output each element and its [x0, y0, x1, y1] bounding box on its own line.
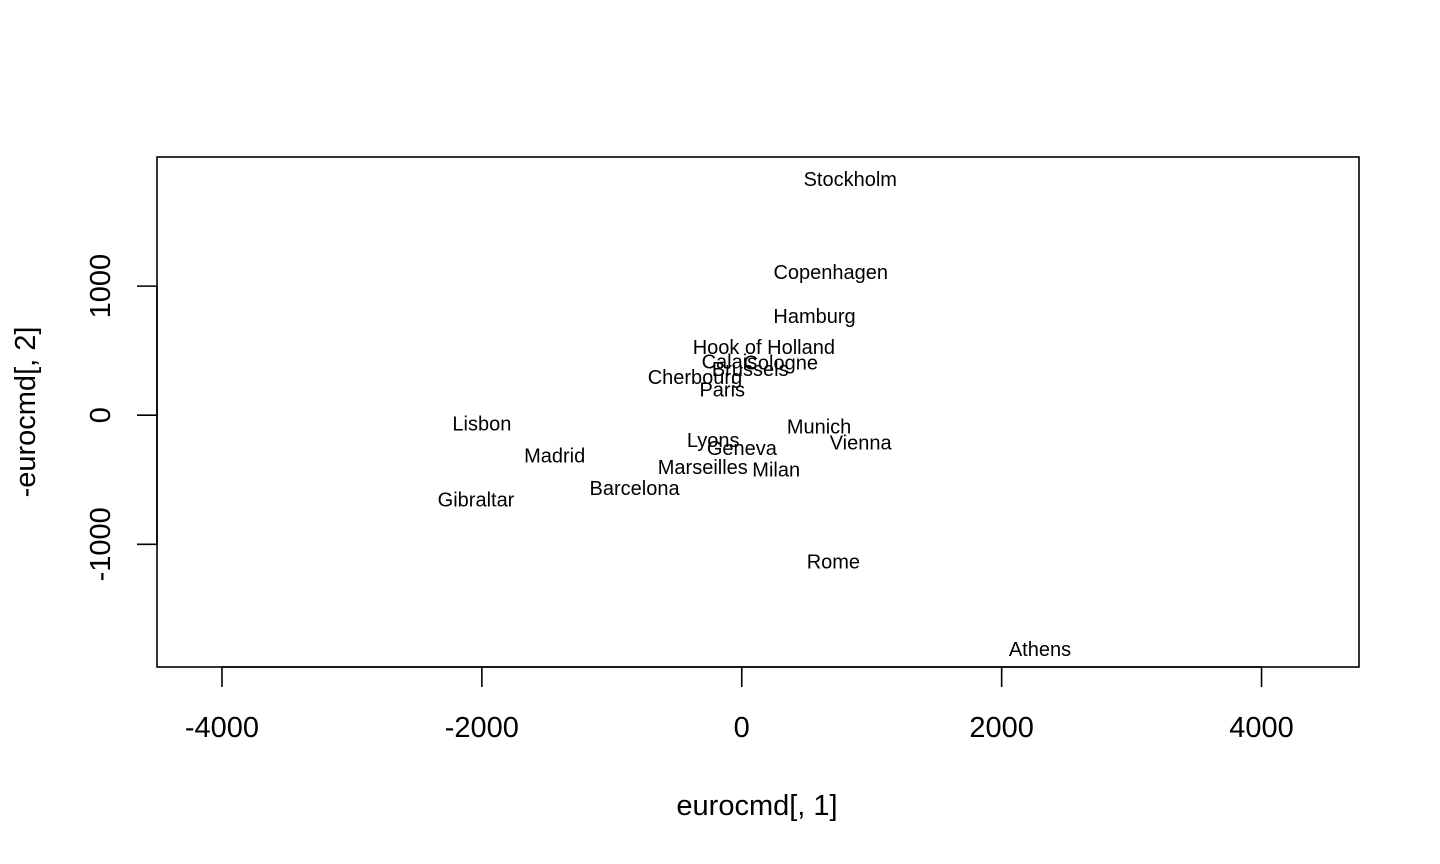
- city-label: Athens: [1009, 639, 1071, 661]
- plot-box: [156, 156, 1360, 668]
- city-label: Munich: [787, 416, 851, 438]
- y-tick-label: -1000: [85, 507, 117, 581]
- city-label: Hamburg: [773, 306, 855, 328]
- x-axis: -4000 -2000 0 2000 4000: [185, 666, 1294, 744]
- city-label: Hook of Holland: [693, 337, 835, 359]
- y-tick-label: 0: [85, 407, 117, 423]
- x-tick-label: 2000: [969, 712, 1034, 744]
- city-label: Calais: [702, 351, 758, 373]
- city-label: Stockholm: [804, 169, 897, 191]
- x-tick-label: -2000: [445, 712, 519, 744]
- city-labels: Stockholm Copenhagen Hamburg Hook of Hollan…: [438, 169, 1071, 661]
- city-label: Cherbourg: [648, 367, 743, 389]
- city-label: Milan: [752, 460, 800, 482]
- y-axis: -1000 0 1000: [85, 254, 158, 581]
- x-tick-label: -4000: [185, 712, 259, 744]
- city-label: Gibraltar: [438, 489, 515, 511]
- city-label: Rome: [807, 551, 860, 573]
- city-label: Copenhagen: [773, 262, 888, 284]
- city-label: Geneva: [707, 438, 778, 460]
- city-label: Barcelona: [590, 478, 681, 500]
- city-label: Cologne: [743, 353, 818, 375]
- y-axis-title: -eurocmd[, 2]: [10, 327, 42, 498]
- city-label: Lisbon: [452, 413, 511, 435]
- city-label: Marseilles: [658, 457, 748, 479]
- y-tick-label: 1000: [85, 254, 117, 319]
- city-label: Paris: [699, 380, 745, 402]
- x-tick-label: 0: [734, 712, 750, 744]
- city-label: Vienna: [830, 433, 893, 455]
- x-axis-title: eurocmd[, 1]: [676, 790, 837, 822]
- city-label: Brussels: [712, 359, 789, 381]
- x-tick-label: 4000: [1229, 712, 1294, 744]
- city-label: Madrid: [524, 446, 585, 468]
- city-label: Lyons: [687, 430, 740, 452]
